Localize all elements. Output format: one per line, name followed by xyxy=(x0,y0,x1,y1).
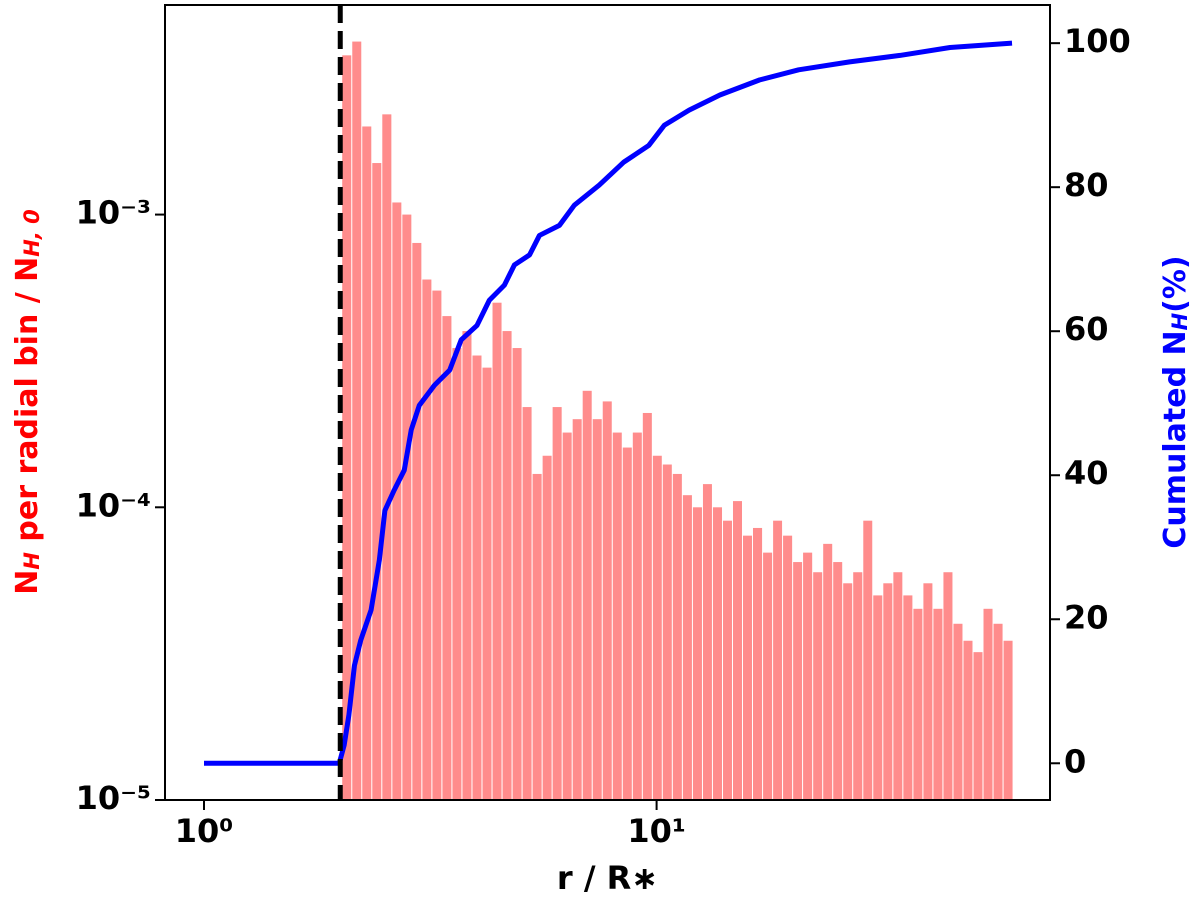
histogram-bar xyxy=(632,432,642,800)
histogram-bar xyxy=(462,331,472,800)
y-axis-label-part: H xyxy=(20,552,44,570)
histogram-bar xyxy=(392,202,402,800)
histogram-bar xyxy=(853,572,863,800)
histogram-bar xyxy=(833,562,843,800)
histogram-bar xyxy=(682,495,692,800)
histogram-bar xyxy=(482,367,492,800)
histogram-bar xyxy=(933,608,943,800)
histogram-bar xyxy=(352,41,362,801)
histogram-bar xyxy=(953,623,963,800)
histogram-bar xyxy=(562,432,572,800)
histogram-bar xyxy=(973,652,983,800)
y-tick-label: 10⁻⁵ xyxy=(76,779,151,817)
histogram-bar xyxy=(592,419,602,800)
histogram-bar xyxy=(993,623,1003,800)
plot-frame xyxy=(164,4,1051,801)
histogram-bar xyxy=(813,572,823,800)
histogram-bar xyxy=(522,407,532,800)
histogram-bar xyxy=(422,279,432,801)
x-tick-label: 10¹ xyxy=(627,812,686,850)
histogram-bar xyxy=(502,331,512,800)
histogram-bar xyxy=(552,407,562,800)
histogram-bar xyxy=(903,595,913,800)
histogram-bar xyxy=(432,290,442,800)
histogram-bar xyxy=(612,432,622,800)
y-tick-label: 10⁻⁴ xyxy=(76,486,151,524)
histogram-bar xyxy=(652,455,662,800)
histogram-bar xyxy=(823,543,833,800)
cumulative-line xyxy=(204,40,1013,766)
y2-tick-label: 40 xyxy=(1064,454,1109,492)
y-tick-label: 10⁻³ xyxy=(76,194,151,232)
histogram-bar xyxy=(412,242,422,801)
histogram-bar xyxy=(362,126,372,800)
y-axis-label-part: H, 0 xyxy=(20,209,44,256)
histogram-bar xyxy=(442,316,452,800)
histogram-bar xyxy=(622,447,632,800)
histogram-bar xyxy=(452,348,462,800)
y-axis-label-part: N xyxy=(10,570,45,595)
histogram-bar xyxy=(342,55,352,801)
histogram-bar xyxy=(582,390,592,800)
y2-axis-label-part: H xyxy=(1168,312,1192,330)
histogram-bar xyxy=(672,473,682,800)
histogram-bar xyxy=(923,583,933,800)
histogram-bar xyxy=(692,507,702,800)
histogram-bar xyxy=(572,419,582,800)
y2-axis-label-part: (%) xyxy=(1158,255,1193,312)
histogram-bar xyxy=(863,520,873,800)
y2-tick-label: 80 xyxy=(1064,166,1109,204)
histogram-bar xyxy=(642,412,652,800)
histogram-bar xyxy=(793,562,803,800)
histogram-bar xyxy=(472,355,482,800)
y2-tick-label: 0 xyxy=(1064,742,1086,780)
histogram-bar xyxy=(943,572,953,800)
histogram-bar xyxy=(773,520,783,800)
histogram-bar xyxy=(803,552,813,800)
y2-tick-label: 20 xyxy=(1064,598,1109,636)
histogram-bar xyxy=(512,348,522,800)
histogram-bar xyxy=(752,527,763,800)
histogram-bar xyxy=(742,535,752,800)
y-axis-label: NH per radial bin / NH, 0 xyxy=(10,209,45,595)
histogram-bar xyxy=(542,455,552,800)
y2-tick-label: 60 xyxy=(1064,310,1109,348)
histogram-bar xyxy=(712,507,723,800)
histogram-bar xyxy=(702,484,712,800)
y2-axis-label: Cumulated NH(%) xyxy=(1158,255,1193,548)
x-axis-label: r / R∗ xyxy=(557,859,658,897)
histogram-bar xyxy=(983,608,993,800)
histogram-bar xyxy=(1003,640,1013,800)
histogram-bar xyxy=(382,114,392,801)
x-tick-label: 10⁰ xyxy=(175,812,234,850)
histogram-bar xyxy=(723,520,732,800)
y-axis-label-part: per radial bin / N xyxy=(10,257,45,552)
histogram-bar xyxy=(913,608,923,800)
histogram-bar xyxy=(372,163,382,800)
histogram-bar xyxy=(963,640,973,800)
histogram-bar xyxy=(662,464,672,800)
y2-tick-label: 100 xyxy=(1064,22,1131,60)
histogram-bar xyxy=(732,501,742,800)
histogram-bar xyxy=(763,552,773,800)
histogram-bar xyxy=(402,214,412,800)
histogram-bar xyxy=(783,535,793,800)
histogram-bar xyxy=(873,595,883,800)
histogram-bar xyxy=(893,572,903,800)
y2-axis-label-part: Cumulated N xyxy=(1158,330,1193,548)
histogram-bar xyxy=(492,302,502,800)
histogram-bar xyxy=(602,401,612,800)
histogram-bar xyxy=(883,583,893,800)
histogram-bar xyxy=(532,473,542,800)
histogram-bar xyxy=(843,583,853,800)
